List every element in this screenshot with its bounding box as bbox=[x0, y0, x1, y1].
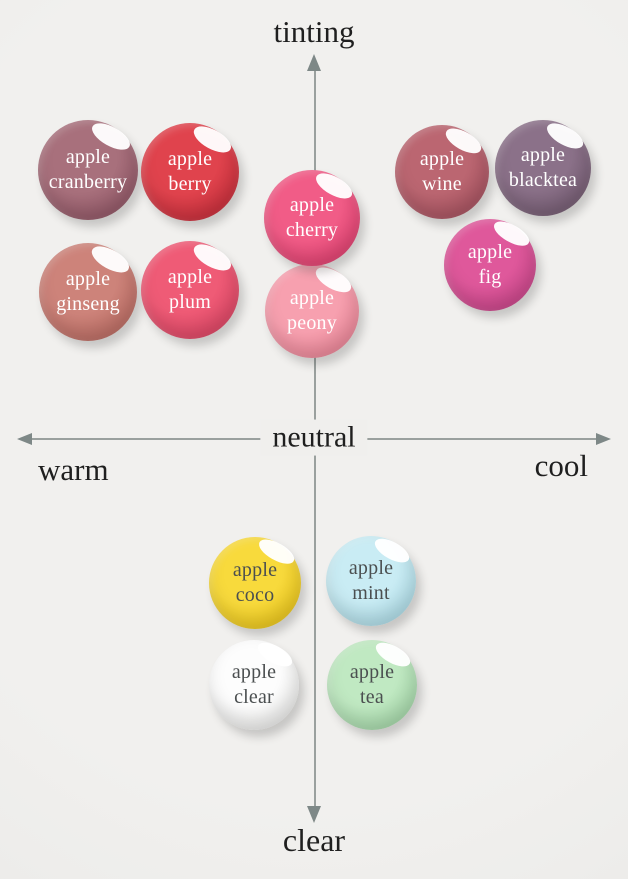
axis-label-clear: clear bbox=[282, 822, 346, 858]
arrow-right-icon bbox=[596, 433, 611, 445]
product-label: apple cranberry bbox=[48, 146, 128, 193]
product-apple-coco: apple coco bbox=[209, 535, 301, 629]
product-apple-wine: apple wine bbox=[395, 123, 489, 219]
product-label: apple tea bbox=[349, 661, 395, 708]
product-apple-berry: apple berry bbox=[141, 121, 239, 221]
product-label: apple clear bbox=[231, 661, 277, 708]
product-label: apple cherry bbox=[285, 194, 339, 241]
product-label: apple mint bbox=[348, 557, 394, 604]
axis-label-neutral: neutral bbox=[260, 419, 368, 456]
product-apple-clear: apple clear bbox=[209, 638, 299, 730]
arrow-up-icon bbox=[307, 54, 321, 71]
product-label: apple fig bbox=[467, 241, 513, 288]
product-apple-cherry: apple cherry bbox=[264, 168, 360, 266]
product-apple-blacktea: apple blacktea bbox=[495, 118, 591, 216]
product-apple-tea: apple tea bbox=[327, 638, 417, 730]
product-label: apple ginseng bbox=[56, 268, 120, 315]
product-apple-fig: apple fig bbox=[444, 217, 536, 311]
product-label: apple coco bbox=[232, 559, 278, 606]
product-apple-plum: apple plum bbox=[141, 239, 239, 339]
product-label: apple peony bbox=[287, 287, 337, 334]
product-label: apple wine bbox=[419, 148, 465, 195]
axis-label-warm: warm bbox=[38, 452, 109, 487]
product-apple-cranberry: apple cranberry bbox=[38, 118, 138, 220]
product-apple-ginseng: apple ginseng bbox=[39, 241, 137, 341]
arrow-down-icon bbox=[307, 806, 321, 823]
axis-label-cool: cool bbox=[534, 448, 588, 483]
product-label: apple blacktea bbox=[508, 144, 578, 191]
product-label: apple plum bbox=[167, 266, 213, 313]
product-label: apple berry bbox=[167, 148, 213, 195]
axis-label-tinting: tinting bbox=[273, 14, 355, 49]
arrow-left-icon bbox=[17, 433, 32, 445]
product-apple-peony: apple peony bbox=[265, 262, 359, 358]
product-apple-mint: apple mint bbox=[326, 534, 416, 626]
